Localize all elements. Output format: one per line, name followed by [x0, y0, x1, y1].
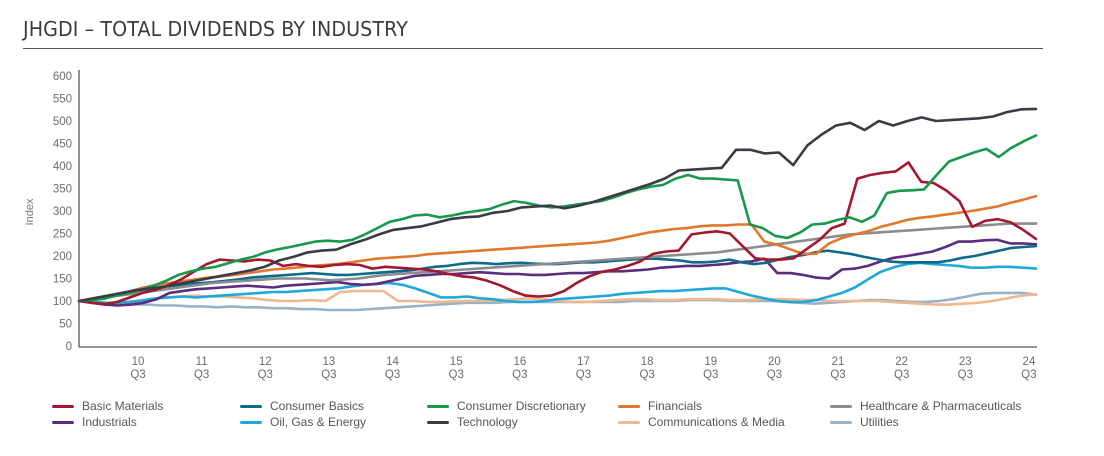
- x-tick-quarter: Q3: [449, 369, 464, 381]
- legend-swatch-icon: [618, 404, 640, 408]
- x-tick-quarter: Q3: [194, 369, 209, 381]
- x-tick-quarter: Q3: [894, 369, 909, 381]
- series-line-technology: [77, 107, 1038, 303]
- series-line-healthcare-pharmaceuticals: [77, 222, 1038, 303]
- legend-item: Communications & Media: [618, 414, 785, 430]
- legend-swatch-icon: [618, 420, 640, 424]
- x-tick-year: 19: [704, 356, 717, 368]
- y-tick-label: 250: [53, 229, 72, 241]
- y-tick-label: 100: [53, 296, 72, 308]
- legend-item: Consumer Discretionary: [427, 398, 586, 414]
- legend-swatch-icon: [52, 420, 74, 424]
- x-tick-quarter: Q3: [321, 369, 336, 381]
- y-axis-title: Index: [24, 198, 36, 225]
- y-tick-label: 350: [53, 184, 72, 196]
- series-line-communications-media: [77, 289, 1038, 306]
- legend-item: Consumer Basics: [240, 398, 364, 414]
- legend-label: Oil, Gas & Energy: [270, 415, 367, 429]
- legend-swatch-icon: [830, 404, 852, 408]
- chart-legend: Basic Materials Consumer Basics Consumer D…: [52, 398, 1052, 434]
- legend-label: Healthcare & Pharmaceuticals: [860, 399, 1022, 413]
- series-line-industrials: [77, 238, 1038, 307]
- x-tick-year: 13: [323, 356, 336, 368]
- legend-label: Utilities: [860, 415, 899, 429]
- y-tick-label: 600: [53, 71, 72, 83]
- legend-label: Financials: [648, 399, 703, 413]
- x-tick-quarter: Q3: [830, 369, 845, 381]
- legend-swatch-icon: [52, 404, 74, 408]
- x-tick-quarter: Q3: [130, 369, 145, 381]
- legend-label: Industrials: [82, 415, 137, 429]
- y-tick-label: 300: [53, 206, 72, 218]
- x-tick-year: 17: [577, 356, 590, 368]
- y-tick-label: 400: [53, 161, 72, 173]
- title-divider: [23, 48, 1043, 49]
- x-tick-year: 24: [1023, 356, 1036, 368]
- legend-swatch-icon: [427, 420, 449, 424]
- y-tick-label: 0: [66, 341, 72, 353]
- legend-label: Consumer Discretionary: [457, 399, 586, 413]
- x-tick-quarter: Q3: [258, 369, 273, 381]
- x-tick-quarter: Q3: [767, 369, 782, 381]
- x-axis-ticks: 10Q311Q312Q313Q314Q315Q316Q317Q318Q319Q3…: [130, 356, 1036, 381]
- x-tick-quarter: Q3: [385, 369, 400, 381]
- y-tick-label: 450: [53, 139, 72, 151]
- series-lines: [77, 107, 1038, 312]
- x-tick-year: 10: [132, 356, 145, 368]
- legend-label: Basic Materials: [82, 399, 164, 413]
- legend-item: Technology: [427, 414, 518, 430]
- legend-label: Communications & Media: [648, 415, 785, 429]
- x-tick-year: 14: [386, 356, 399, 368]
- x-tick-quarter: Q3: [703, 369, 718, 381]
- legend-item: Financials: [618, 398, 702, 414]
- y-tick-label: 550: [53, 94, 72, 106]
- y-axis-ticks: 0 50 100 150 200 250 300 350 400 450 500 550 600: [53, 71, 72, 353]
- y-tick-label: 50: [59, 319, 72, 331]
- series-line-financials: [77, 194, 1038, 303]
- series-line-oil-gas-energy: [77, 261, 1038, 305]
- legend-label: Technology: [457, 415, 518, 429]
- x-tick-year: 20: [768, 356, 781, 368]
- legend-label: Consumer Basics: [270, 399, 365, 413]
- legend-item: Basic Materials: [52, 398, 163, 414]
- x-tick-year: 12: [259, 356, 272, 368]
- x-tick-quarter: Q3: [639, 369, 654, 381]
- legend-item: Industrials: [52, 414, 137, 430]
- legend-item: Oil, Gas & Energy: [240, 414, 366, 430]
- x-tick-year: 22: [895, 356, 908, 368]
- x-tick-year: 15: [450, 356, 463, 368]
- legend-swatch-icon: [427, 404, 449, 408]
- y-tick-label: 150: [53, 274, 72, 286]
- y-tick-label: 200: [53, 251, 72, 263]
- legend-swatch-icon: [830, 420, 852, 424]
- legend-swatch-icon: [240, 404, 262, 408]
- legend-swatch-icon: [240, 420, 262, 424]
- legend-item: Utilities: [830, 414, 899, 430]
- x-tick-year: 23: [959, 356, 972, 368]
- x-tick-quarter: Q3: [512, 369, 527, 381]
- x-tick-quarter: Q3: [958, 369, 973, 381]
- x-tick-year: 16: [513, 356, 526, 368]
- x-tick-quarter: Q3: [576, 369, 591, 381]
- legend-item: Healthcare & Pharmaceuticals: [830, 398, 1021, 414]
- x-tick-year: 11: [196, 356, 208, 368]
- chart-title: JHGDI – TOTAL DIVIDENDS BY INDUSTRY: [23, 17, 408, 41]
- x-tick-year: 21: [832, 356, 845, 368]
- x-tick-year: 18: [641, 356, 654, 368]
- x-tick-quarter: Q3: [1021, 369, 1036, 381]
- y-tick-label: 500: [53, 116, 72, 128]
